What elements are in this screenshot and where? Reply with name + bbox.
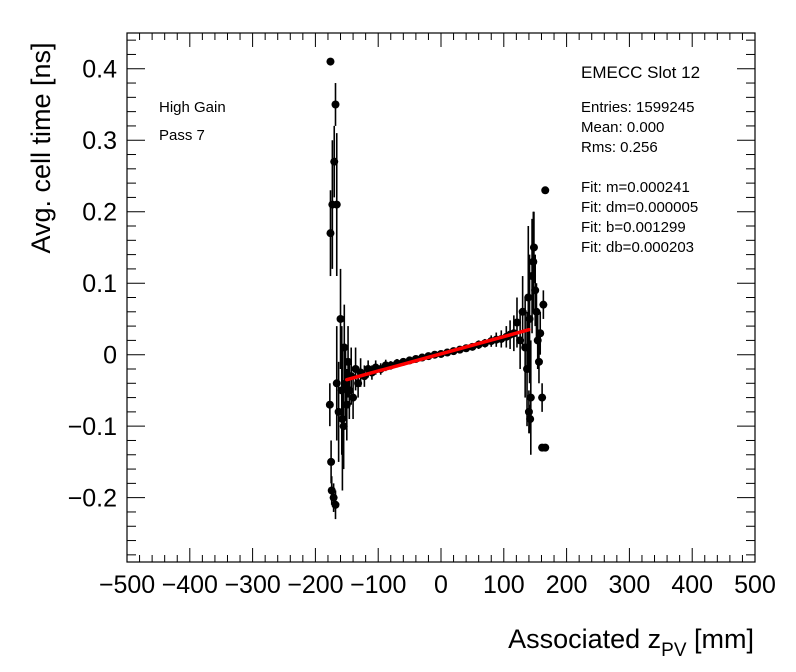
data-point xyxy=(326,229,335,238)
y-tick-label: −0.1 xyxy=(68,413,117,441)
data-point xyxy=(531,286,540,295)
data-point xyxy=(541,186,550,195)
data-point xyxy=(331,500,340,509)
data-point xyxy=(327,457,336,466)
data-point xyxy=(340,343,349,352)
stats-entries: Entries: 1599245 xyxy=(581,99,695,116)
x-axis-label-unit: [mm] xyxy=(687,624,755,654)
histogram-title: EMECC Slot 12 xyxy=(581,63,701,82)
data-point xyxy=(524,407,533,416)
data-point xyxy=(538,393,547,402)
axis-ticks xyxy=(126,33,756,562)
data-point xyxy=(349,393,358,402)
data-point xyxy=(541,443,550,452)
x-tick-label: 100 xyxy=(483,571,525,599)
data-point xyxy=(331,100,340,109)
x-axis-label: Associated zPV [mm] xyxy=(508,624,754,661)
data-point xyxy=(327,486,336,495)
data-point xyxy=(536,329,545,338)
y-tick-label: 0.1 xyxy=(82,270,117,298)
data-point xyxy=(339,422,348,431)
data-point xyxy=(539,300,548,309)
fit-b: Fit: b=0.001299 xyxy=(581,219,686,236)
fit-dm: Fit: dm=0.000005 xyxy=(581,199,699,216)
data-point xyxy=(532,307,541,316)
data-points xyxy=(325,57,550,520)
stats-rms: Rms: 0.256 xyxy=(581,139,658,156)
stats-mean: Mean: 0.000 xyxy=(581,119,665,136)
data-point xyxy=(329,493,338,502)
y-axis-label-text: Avg. cell time [ns] xyxy=(26,42,56,253)
y-tick-label: 0.4 xyxy=(82,56,117,84)
data-point xyxy=(512,318,521,327)
gain-label: High Gain xyxy=(159,99,226,116)
data-point xyxy=(524,293,533,302)
x-tick-label: −100 xyxy=(350,571,406,599)
fit-line xyxy=(345,327,531,382)
x-tick-label: 400 xyxy=(671,571,713,599)
stats-spacer xyxy=(581,158,698,178)
data-point xyxy=(526,393,535,402)
plot-frame xyxy=(126,32,756,563)
x-tick-label: −500 xyxy=(99,571,155,599)
fit-db: Fit: db=0.000203 xyxy=(581,239,695,256)
y-tick-label: 0 xyxy=(103,342,117,370)
y-tick-label: 0.3 xyxy=(82,127,117,155)
data-point xyxy=(326,57,335,66)
data-point xyxy=(534,357,543,366)
data-point xyxy=(345,386,354,395)
data-point xyxy=(526,415,535,424)
y-axis-label: Avg. cell time [ns] xyxy=(26,42,56,253)
data-point xyxy=(325,400,334,409)
x-tick-label: 0 xyxy=(434,571,448,599)
x-tick-label: 200 xyxy=(546,571,588,599)
y-tick-label: 0.2 xyxy=(82,199,117,227)
data-point xyxy=(332,379,341,388)
fit-line-group xyxy=(345,327,531,382)
axis-tick-labels: −500 −400 −300 −200 −100 0 100 200 300 400 500 −0.2… xyxy=(68,56,776,599)
data-point xyxy=(336,314,345,323)
data-point xyxy=(332,200,341,209)
x-axis-label-subscript: PV xyxy=(661,640,687,661)
x-tick-label: −200 xyxy=(287,571,343,599)
data-point xyxy=(334,407,343,416)
x-tick-label: 300 xyxy=(609,571,651,599)
x-tick-label: −400 xyxy=(162,571,218,599)
y-tick-label: −0.2 xyxy=(68,485,117,513)
data-point xyxy=(529,243,538,252)
fit-m: Fit: m=0.000241 xyxy=(581,179,690,196)
x-tick-label: 500 xyxy=(734,571,776,599)
stats-box: Entries: 1599245 Mean: 0.000 Rms: 0.256 … xyxy=(581,98,698,258)
x-axis-label-main: Associated z xyxy=(508,624,661,654)
pass-label: Pass 7 xyxy=(159,127,205,144)
x-tick-label: −300 xyxy=(224,571,280,599)
